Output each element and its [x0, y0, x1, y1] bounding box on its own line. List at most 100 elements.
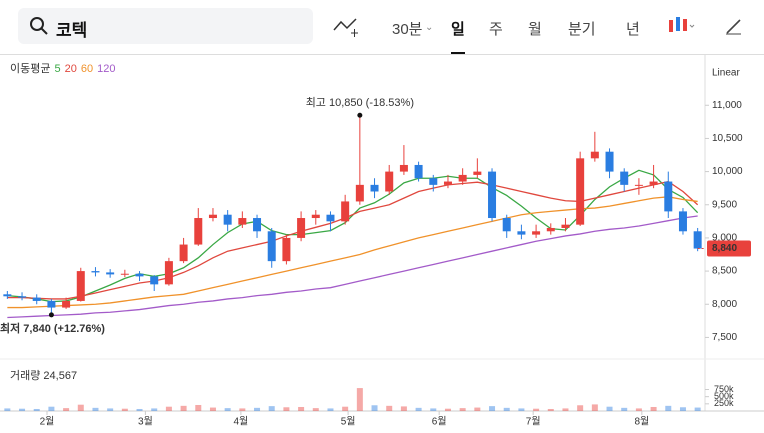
volume-bar: [180, 405, 187, 411]
y-tick-label: 8,500: [712, 266, 737, 277]
indicator-icon[interactable]: [333, 16, 359, 38]
volume-bar: [371, 405, 378, 411]
ma-line: [7, 215, 698, 319]
candle-body: [664, 181, 673, 212]
search-text: 코텍: [56, 21, 88, 40]
candle-body: [106, 272, 115, 275]
ma-line: [7, 196, 698, 309]
candle-body: [253, 218, 262, 232]
price-box: [707, 240, 751, 257]
volume-bar: [224, 408, 231, 411]
candle-body: [267, 231, 276, 262]
candle-body: [678, 211, 687, 232]
low-marker: [48, 312, 54, 318]
volume-bar: [386, 405, 393, 411]
candle-body: [429, 178, 438, 185]
candle-body: [120, 273, 129, 275]
candle-body: [634, 184, 643, 186]
candle-body: [135, 273, 144, 277]
candle-body: [649, 181, 658, 185]
volume-bar: [4, 408, 11, 411]
y-tick-label: 10,500: [712, 133, 743, 144]
candle-body: [223, 214, 232, 225]
candle-body: [311, 214, 320, 219]
search-box[interactable]: 코텍: [18, 8, 313, 44]
volume-bar: [33, 408, 40, 411]
candle-body: [76, 271, 85, 301]
y-tick-label: 7,500: [712, 332, 737, 343]
ma-title: 이동평균: [10, 62, 50, 75]
volume-bar: [489, 406, 496, 411]
period-tab[interactable]: 년: [626, 21, 640, 38]
period-tab[interactable]: 월: [528, 21, 542, 38]
volume-bar: [107, 408, 114, 411]
volume-bar: [92, 407, 99, 411]
candle-body: [32, 297, 41, 301]
volume-bar: [298, 406, 305, 411]
volume-title: 거래량 24,567: [10, 369, 77, 382]
candle-body: [150, 276, 159, 285]
candle-body: [164, 261, 173, 285]
ma-line: [7, 180, 699, 300]
volume-bar: [459, 408, 466, 411]
candle-body: [458, 174, 467, 182]
volume-bar: [591, 404, 598, 411]
candle-body: [546, 227, 555, 232]
legend-entry: 20: [65, 63, 77, 75]
volume-bar: [415, 407, 422, 411]
legend-entry: 120: [97, 63, 115, 75]
toolbar: 코텍 30분 ⌄ 일 주 월 분기 년: [0, 0, 764, 55]
candle-body: [576, 158, 585, 225]
volume-bar: [254, 407, 261, 411]
volume-bar: [635, 408, 642, 411]
candle-body: [355, 184, 364, 202]
low-label: 최저 7,840 (+12.76%): [0, 321, 105, 335]
volume-bar: [606, 406, 613, 411]
v-tick-label: 750k: [714, 384, 734, 394]
candle-body: [3, 294, 12, 297]
candle-body: [532, 231, 541, 235]
candle-type-icon[interactable]: [666, 14, 696, 38]
volume-bar: [518, 408, 525, 411]
candle-body: [238, 218, 247, 225]
candle-body: [341, 201, 350, 222]
legend-entry: 5: [54, 63, 60, 75]
volume-bar: [165, 406, 172, 411]
candle-body: [91, 271, 100, 273]
candle-body: [517, 231, 526, 235]
volume-bar: [268, 406, 275, 411]
volume-bar: [679, 407, 686, 411]
scale-label: Linear: [712, 68, 740, 79]
candle-body: [399, 164, 408, 172]
volume-bar: [121, 408, 128, 411]
volume-bar: [195, 404, 202, 411]
volume-bar: [400, 406, 407, 411]
volume-bar: [312, 408, 319, 411]
candle-body: [179, 244, 188, 262]
period-tab[interactable]: 일: [451, 18, 465, 54]
volume-bar: [136, 408, 143, 411]
volume-bar: [356, 388, 363, 411]
candle-body: [561, 224, 570, 228]
period-tab[interactable]: 주: [489, 21, 503, 38]
candle-body: [282, 237, 291, 262]
candle-body: [208, 214, 217, 219]
volume-bar: [239, 408, 246, 411]
y-tick-label: 9,500: [712, 199, 737, 210]
candle-body: [443, 181, 452, 185]
interval-button[interactable]: 30분: [392, 21, 423, 38]
volume-bar: [562, 408, 569, 411]
volume-bar: [342, 406, 349, 411]
v-tick-label: 500k: [714, 391, 734, 401]
draw-icon[interactable]: [724, 16, 744, 36]
x-tick-label: 6월: [432, 416, 447, 428]
candle-body: [502, 218, 511, 232]
candle-body: [370, 184, 379, 192]
y-tick-label: 9,000: [712, 233, 737, 244]
selected-underline: [451, 52, 465, 54]
volume-bar: [533, 408, 540, 411]
volume-bar: [503, 407, 510, 411]
high-label: 최고 10,850 (-18.53%): [306, 96, 414, 109]
period-tab[interactable]: 분기: [568, 21, 596, 38]
y-tick-label: 10,000: [712, 166, 743, 177]
